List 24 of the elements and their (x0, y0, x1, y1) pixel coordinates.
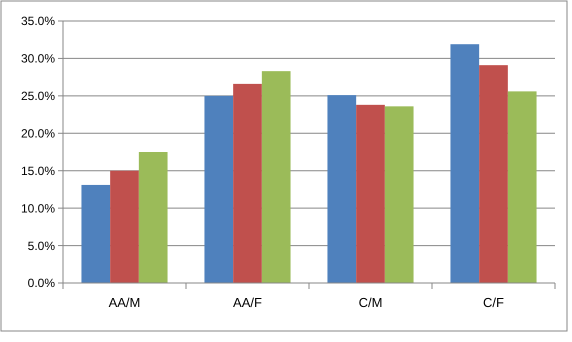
bar (110, 170, 139, 283)
y-tick-label: 30.0% (20, 52, 56, 66)
y-tick-label: 5.0% (28, 238, 56, 253)
y-tick-label: 25.0% (20, 89, 56, 104)
x-tick-label: AA/M (108, 295, 140, 310)
bar (356, 104, 385, 283)
bar (81, 184, 110, 283)
bar (384, 106, 414, 283)
bar (479, 65, 508, 283)
y-tick-label: 20.0% (20, 126, 56, 140)
bar (233, 84, 262, 283)
bar (508, 91, 537, 283)
x-tick-label: AA/F (233, 295, 262, 310)
bar (262, 71, 291, 283)
y-tick-label: 10.0% (20, 201, 56, 216)
y-tick-label: 0.0% (28, 276, 56, 290)
x-tick-label: C/M (358, 295, 382, 310)
y-tick-label: 15.0% (20, 164, 56, 178)
bar (204, 96, 234, 283)
bar (138, 152, 168, 283)
y-tick-label: 35.0% (20, 14, 56, 28)
bar (450, 44, 480, 283)
bar (327, 95, 356, 283)
x-tick-label: C/F (483, 295, 504, 310)
